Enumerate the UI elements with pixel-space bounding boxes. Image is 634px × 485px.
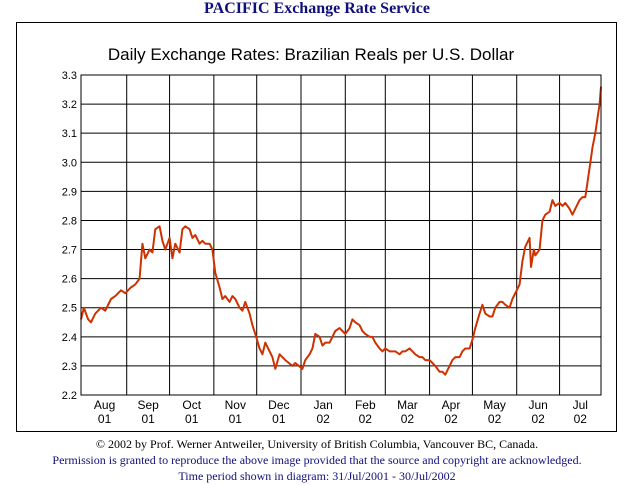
x-tick-label-year: 02 <box>488 412 502 426</box>
x-tick-label-month: Jul <box>573 398 588 412</box>
chart-frame: Daily Exchange Rates: Brazilian Reals pe… <box>16 22 617 432</box>
x-tick-label-year: 01 <box>229 412 243 426</box>
x-tick-label-year: 02 <box>401 412 415 426</box>
y-tick-label: 3.1 <box>62 128 77 140</box>
x-tick-label-year: 02 <box>531 412 545 426</box>
series-layer <box>80 86 602 376</box>
footer-permission: Permission is granted to reproduce the a… <box>52 453 582 467</box>
y-tick-label: 2.7 <box>62 245 77 257</box>
y-tick-label: 2.6 <box>62 274 77 286</box>
x-tick-label-year: 02 <box>359 412 373 426</box>
x-tick-label-year: 01 <box>141 412 155 426</box>
x-tick-label-month: Oct <box>182 398 201 412</box>
x-tick-label-year: 01 <box>98 412 112 426</box>
y-tick-label: 2.8 <box>62 215 77 227</box>
x-tick-label-month: Dec <box>268 398 289 412</box>
x-tick-label-month: Jan <box>313 398 332 412</box>
grid-layer <box>81 74 601 396</box>
x-tick-label-month: Mar <box>397 398 418 412</box>
x-tick-label-year: 02 <box>444 412 458 426</box>
header-title: PACIFIC Exchange Rate Service <box>204 0 430 17</box>
x-tick-label-month: Aug <box>94 398 115 412</box>
plot-border <box>80 74 602 396</box>
x-tick-label-year: 01 <box>272 412 286 426</box>
footer-copyright: © 2002 by Prof. Werner Antweiler, Univer… <box>95 437 539 451</box>
axis-label-layer: 2.22.32.42.52.62.72.82.93.03.13.23.3Aug0… <box>62 70 588 426</box>
y-tick-label: 3.3 <box>62 70 77 82</box>
x-tick-label-month: Nov <box>225 398 246 412</box>
y-tick-label: 2.5 <box>62 303 77 315</box>
x-tick-label-year: 01 <box>185 412 199 426</box>
x-tick-label-month: Jun <box>528 398 547 412</box>
y-tick-label: 2.3 <box>62 361 77 373</box>
footer-period: Time period shown in diagram: 31/Jul/200… <box>178 469 456 483</box>
chart-title: Daily Exchange Rates: Brazilian Reals pe… <box>108 45 515 64</box>
x-tick-label-year: 02 <box>574 412 588 426</box>
x-tick-label-month: Sep <box>137 398 159 412</box>
x-tick-label-month: Apr <box>442 398 461 412</box>
series-line <box>80 86 602 376</box>
y-tick-label: 2.4 <box>62 332 77 344</box>
y-tick-label: 3.0 <box>62 157 77 169</box>
x-tick-label-month: May <box>483 398 506 412</box>
x-tick-label-year: 02 <box>316 412 330 426</box>
y-tick-label: 2.2 <box>62 390 77 402</box>
y-tick-label: 3.2 <box>62 99 77 111</box>
y-tick-label: 2.9 <box>62 186 77 198</box>
x-tick-label-month: Feb <box>355 398 376 412</box>
chart-svg: Daily Exchange Rates: Brazilian Reals pe… <box>62 45 602 426</box>
